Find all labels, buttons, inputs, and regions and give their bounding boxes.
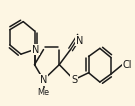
Text: S: S (71, 75, 77, 85)
Text: Me: Me (37, 88, 50, 97)
Text: Cl: Cl (122, 60, 132, 70)
Text: N: N (40, 75, 47, 85)
Text: N: N (76, 36, 83, 46)
Text: N: N (32, 45, 40, 54)
